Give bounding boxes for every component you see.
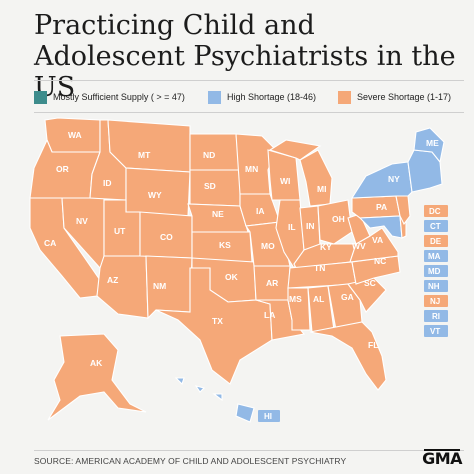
label-nm: NM [153, 281, 166, 291]
badge-nj-bg [424, 295, 448, 307]
label-wa: WA [68, 130, 82, 140]
title-divider [34, 80, 464, 81]
gma-logo-bar [424, 449, 460, 451]
badge-dc-bg [424, 205, 448, 217]
label-nv: NV [76, 216, 88, 226]
state-tx [155, 267, 273, 385]
label-tn: TN [314, 263, 325, 273]
state-mi-upper [268, 139, 322, 161]
label-in: IN [306, 221, 315, 231]
source-note: SOURCE: AMERICAN ACADEMY OF CHILD AND AD… [34, 456, 347, 466]
badge-hi: HI [258, 410, 280, 422]
badge-ma: MA [428, 252, 441, 261]
badge-md: MD [428, 267, 441, 276]
label-ak: AK [90, 358, 103, 368]
state-ak [47, 333, 147, 421]
badge-nj: NJ [430, 297, 440, 306]
label-ok: OK [225, 272, 239, 282]
badge-hi-bg [258, 410, 280, 422]
badge-ct-bg [424, 220, 448, 232]
legend-item-severe-shortage: Severe Shortage (1-17) [338, 90, 451, 104]
state-me [413, 127, 445, 164]
gma-logo-text: GMA [422, 449, 462, 468]
badge-ct: CT [430, 222, 441, 231]
badge-vt: VT [430, 327, 440, 336]
label-nd: ND [203, 150, 215, 160]
legend-label-high-shortage: High Shortage (18-46) [227, 92, 317, 102]
page-title: Practicing Child and Adolescent Psychiat… [34, 10, 456, 103]
label-ca: CA [44, 238, 56, 248]
badge-hi-label: HI [264, 412, 272, 421]
state-labels: WA OR CA NV ID MT WY UT AZ CO NM ND SD N… [44, 130, 439, 368]
state-hi-4 [235, 403, 255, 423]
badge-md-bg [424, 265, 448, 277]
label-co: CO [160, 232, 173, 242]
legend-divider [34, 112, 464, 113]
legend-swatch-sufficient [34, 90, 47, 104]
label-wi: WI [280, 176, 290, 186]
label-pa: PA [376, 202, 387, 212]
state-ga [327, 283, 363, 331]
state-hi-1 [174, 377, 185, 386]
label-il: IL [288, 222, 296, 232]
badge-nh-bg [424, 280, 448, 292]
label-me: ME [426, 138, 439, 148]
state-mi [299, 149, 333, 207]
small-states-list: DC CT DE MA MD NH NJ RI VT [424, 205, 448, 337]
label-ut: UT [114, 226, 126, 236]
label-or: OR [56, 164, 69, 174]
label-la: LA [264, 310, 275, 320]
label-tx: TX [212, 316, 223, 326]
label-nc: NC [374, 256, 386, 266]
badge-de-bg [424, 235, 448, 247]
label-ks: KS [219, 240, 231, 250]
footer-divider [34, 450, 464, 451]
label-ga: GA [341, 292, 354, 302]
legend-label-sufficient: Mostly Sufficient Supply ( > = 47) [53, 92, 185, 102]
label-mt: MT [138, 150, 151, 160]
state-ny [350, 161, 413, 199]
badge-ri: RI [432, 312, 440, 321]
state-oh [317, 199, 353, 245]
legend-item-sufficient: Mostly Sufficient Supply ( > = 47) [34, 90, 185, 104]
label-ms: MS [289, 294, 302, 304]
label-ky: KY [320, 242, 332, 252]
badge-de: DE [430, 237, 442, 246]
legend-label-severe-shortage: Severe Shortage (1-17) [357, 92, 452, 102]
state-az [96, 255, 149, 319]
badge-vt-bg [424, 325, 448, 337]
legend-swatch-severe-shortage [338, 90, 351, 104]
badge-ma-bg [424, 250, 448, 262]
state-hi-2 [194, 385, 206, 393]
label-ne: NE [212, 209, 224, 219]
badge-nh: NH [428, 282, 440, 291]
label-mo: MO [261, 241, 275, 251]
label-id: ID [103, 178, 112, 188]
label-ny: NY [388, 174, 400, 184]
label-wy: WY [148, 190, 162, 200]
label-az: AZ [107, 275, 118, 285]
label-sc: SC [364, 278, 376, 288]
label-wv: WV [352, 241, 366, 251]
legend: Mostly Sufficient Supply ( > = 47) High … [34, 90, 474, 104]
label-va: VA [372, 235, 383, 245]
state-hi-3 [212, 393, 223, 402]
state-fl [309, 321, 387, 391]
label-mn: MN [245, 164, 258, 174]
label-ia: IA [256, 206, 265, 216]
label-al: AL [313, 294, 324, 304]
label-mi: MI [317, 184, 326, 194]
gma-logo: GMA [422, 449, 462, 468]
badge-dc: DC [429, 207, 441, 216]
label-fl: FL [368, 340, 378, 350]
label-ar: AR [266, 278, 278, 288]
legend-item-high-shortage: High Shortage (18-46) [208, 90, 316, 104]
label-oh: OH [332, 214, 345, 224]
label-sd: SD [204, 181, 216, 191]
legend-swatch-high-shortage [208, 90, 221, 104]
badge-ri-bg [424, 310, 448, 322]
